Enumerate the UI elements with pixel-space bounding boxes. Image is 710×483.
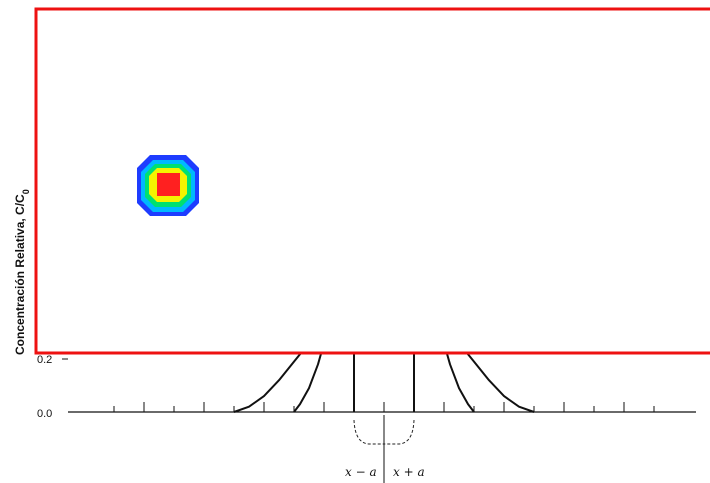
width-annotation: x − a x + a	[345, 415, 425, 483]
right-brace	[384, 419, 415, 445]
y-tick-label-0-2: 0.2	[37, 354, 52, 366]
y-tick-label-0-0: 0.0	[37, 408, 52, 420]
x-minus-a-label: x − a	[345, 465, 377, 479]
y-axis-label: Concentración Relativa, C/C0	[13, 189, 31, 355]
left-brace	[353, 419, 384, 445]
blob-core	[157, 173, 180, 196]
x-axis-ticks	[113, 402, 655, 412]
x-plus-a-label: x + a	[393, 465, 425, 479]
concentration-blob	[137, 155, 199, 216]
